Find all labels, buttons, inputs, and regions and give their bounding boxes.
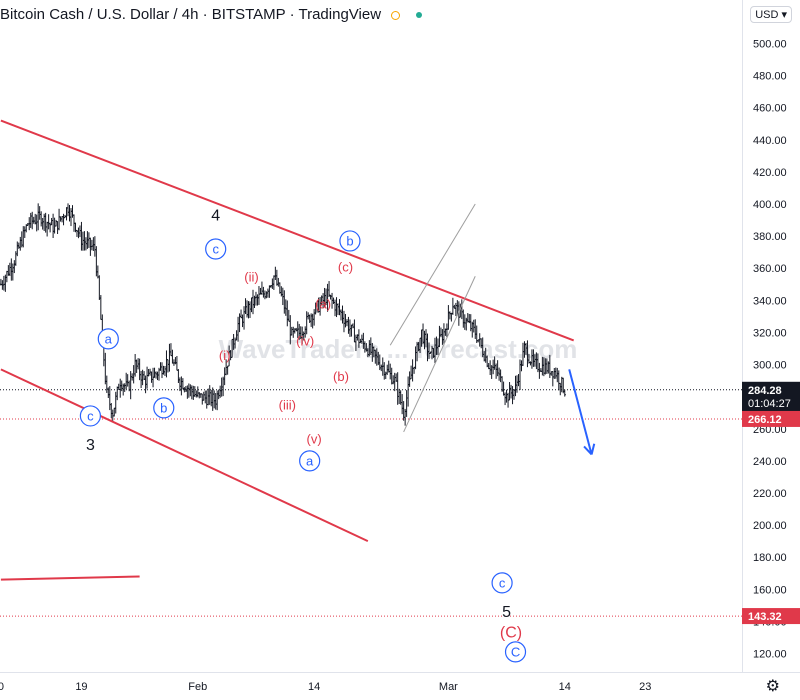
wave-circle: [339, 230, 361, 252]
price-tick-label: 320.00: [753, 327, 787, 339]
current-price-value: 284.28: [748, 385, 782, 397]
level-value: 266.12: [748, 414, 782, 426]
price-tick-label: 300.00: [753, 360, 787, 372]
price-candles: [0, 203, 566, 426]
lower-base: [0, 575, 140, 581]
price-tick-label: 400.00: [753, 199, 787, 211]
platform: TradingView: [298, 6, 382, 23]
wave-circle: [79, 405, 101, 427]
price-tick-label: 440.00: [753, 135, 787, 147]
wave-label: a: [306, 453, 314, 468]
wave-label: a: [105, 331, 113, 346]
market-open-icon: [416, 12, 423, 19]
wave-label: c: [212, 241, 219, 256]
projection-line: [568, 369, 593, 455]
price-tick-label: 460.00: [753, 103, 787, 115]
price-tick-label: 220.00: [753, 488, 787, 500]
price-tick-label: 120.00: [753, 649, 787, 661]
wave-label: (ii): [244, 269, 258, 284]
wave-circle: [153, 397, 175, 419]
wave-label: b: [346, 233, 353, 248]
wave-label: (v): [307, 431, 322, 446]
status-ring-icon: [391, 10, 401, 20]
chart-header: Bitcoin Cash / U.S. Dollar / 4h · BITSTA…: [0, 6, 423, 23]
price-tick-label: 380.00: [753, 231, 787, 243]
wave-circle: [97, 328, 119, 350]
watermark: WaveTraders ... forecast.com: [219, 334, 578, 364]
wave-label: b: [160, 400, 167, 415]
wave-circle: [491, 572, 513, 594]
wave-label: (b): [333, 369, 349, 384]
level-tag: [742, 608, 800, 625]
inner-channel-lower: [403, 276, 476, 433]
price-tick-label: 500.00: [753, 39, 787, 51]
price-tick-label: 160.00: [753, 584, 787, 596]
price-tick-label: 240.00: [753, 456, 787, 468]
current-price-tag: [742, 381, 800, 412]
level-tag: [742, 410, 800, 427]
price-tick-label: 340.00: [753, 295, 787, 307]
wave-label: 4: [211, 207, 220, 224]
price-tick-label: 200.00: [753, 520, 787, 532]
gear-icon[interactable]: ⚙: [765, 678, 780, 695]
wave-label: 3: [86, 437, 95, 454]
time-tick-label: Feb: [188, 681, 207, 693]
price-axis[interactable]: 120.00140.00160.00180.00200.00220.00240.…: [0, 0, 800, 673]
level-value: 143.32: [748, 611, 782, 623]
wave-circle: [504, 641, 527, 663]
wave-label: (c): [338, 260, 353, 275]
wave-label: (C): [500, 625, 522, 642]
time-tick-label: 14: [559, 681, 571, 693]
exchange: BITSTAMP: [211, 6, 286, 23]
projection-arrowhead: [583, 445, 593, 456]
time-tick-label: 19: [75, 681, 87, 693]
lower-channel: [0, 368, 369, 543]
time-tick-label: 14: [308, 681, 320, 693]
wave-label: (a): [315, 297, 331, 312]
wave-circle: [299, 450, 321, 472]
currency-selector[interactable]: USD ▾: [750, 6, 792, 23]
price-tick-label: 420.00: [753, 167, 787, 179]
wave-label: c: [87, 408, 94, 423]
wave-label: c: [499, 575, 506, 590]
time-tick-label: Mar: [439, 681, 458, 693]
price-tick-label: 360.00: [753, 263, 787, 275]
upper-channel: [0, 119, 575, 342]
bar-countdown: 01:04:27: [748, 398, 791, 410]
wave-label: (iii): [279, 398, 296, 413]
price-levels: [0, 389, 742, 617]
wave-labels: 3 c a b 4 c (ii) (i) (iv) (iii) (v) a (a) (b) (c) b c 5 (C…: [79, 207, 527, 663]
wave-label: C: [511, 644, 520, 659]
wave-circle: [205, 238, 227, 260]
wave-label: (iv): [296, 333, 314, 348]
projection-arrowhead: [590, 443, 596, 455]
time-tick-label: 0: [0, 681, 4, 693]
projection-arrow: [568, 369, 596, 456]
time-tick-label: 23: [639, 681, 651, 693]
price-tick-label: 180.00: [753, 552, 787, 564]
wave-label: (i): [219, 348, 231, 363]
symbol-name[interactable]: Bitcoin Cash / U.S. Dollar: [0, 6, 170, 23]
wave-label: 5: [502, 604, 511, 621]
interval[interactable]: 4h: [181, 6, 199, 23]
trendlines: [0, 119, 575, 581]
time-axis[interactable]: 0 19 Feb 14 Mar 14 23: [0, 681, 651, 693]
price-tick-label: 480.00: [753, 71, 787, 83]
inner-channel-upper: [389, 203, 476, 346]
